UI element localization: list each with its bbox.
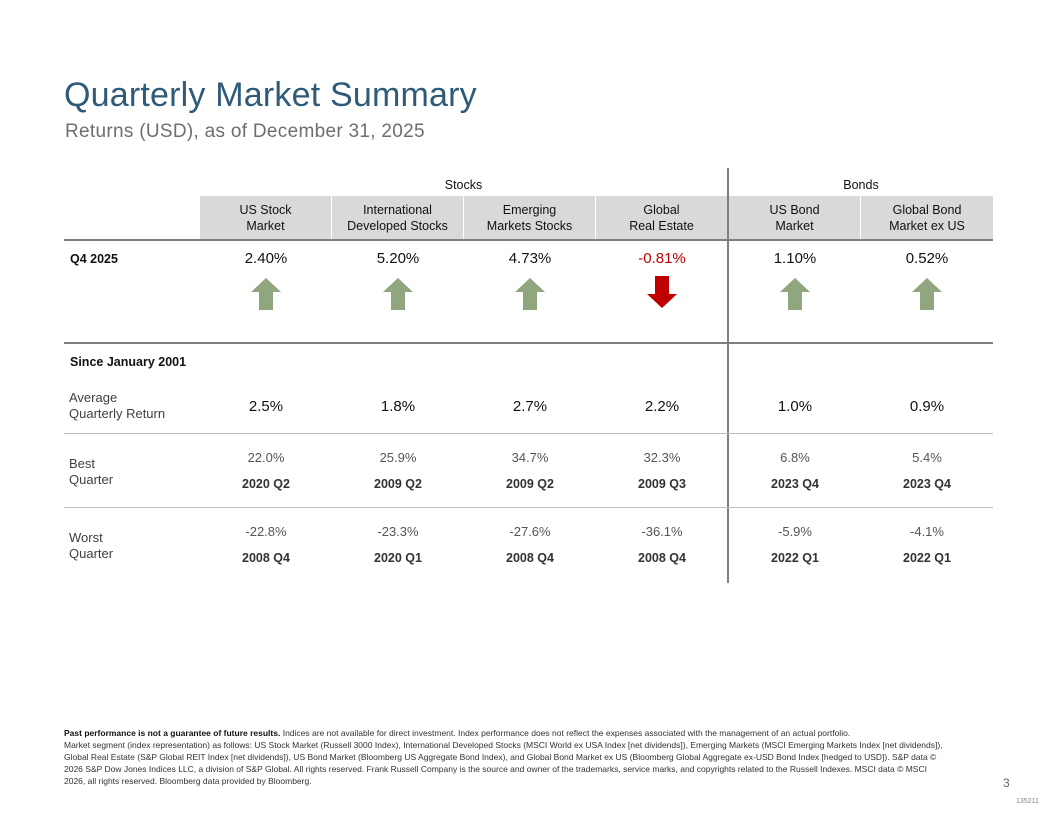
footnote-line2: Market segment (index representation) as… [64, 740, 943, 786]
q4-value: 1.10% [773, 250, 817, 267]
worst-label-line1: Worst [69, 530, 103, 545]
best-quarter: 2020 Q2 [242, 477, 290, 491]
best-value: 32.3% [643, 450, 681, 465]
average-value: 2.5% [248, 398, 284, 415]
section-rule [64, 342, 993, 344]
column-header-line2: Markets Stocks [486, 218, 573, 233]
page-subtitle: Returns (USD), as of December 31, 2025 [65, 121, 425, 142]
q4-value: 2.40% [244, 250, 288, 267]
footnote: Past performance is not a guarantee of f… [64, 727, 944, 787]
best-quarter: 2009 Q3 [638, 477, 686, 491]
average-value: 2.2% [644, 398, 680, 415]
arrow-up-icon [912, 278, 942, 310]
best-quarter: 2009 Q2 [506, 477, 554, 491]
column-header-text: US Stock Market [239, 202, 291, 234]
best-value: 5.4% [912, 450, 942, 465]
header-rule [64, 239, 993, 241]
q4-row-label: Q4 2025 [70, 252, 118, 266]
worst-quarter: 2020 Q1 [374, 551, 422, 565]
worst-quarter: 2022 Q1 [903, 551, 951, 565]
worst-value: -4.1% [910, 524, 944, 539]
arrow-up-icon [251, 278, 281, 310]
footnote-line1: Indices are not available for direct inv… [280, 728, 851, 738]
average-row-label: Average Quarterly Return [69, 390, 165, 422]
footnote-bold: Past performance is not a guarantee of f… [64, 728, 281, 738]
column-header-text: Emerging Markets Stocks [487, 202, 572, 234]
best-quarter: 2023 Q4 [903, 477, 951, 491]
column-header-text: Global Bond Market ex US [889, 202, 965, 234]
column-header-line1: US Bond [769, 202, 820, 217]
since-label: Since January 2001 [70, 355, 187, 369]
best-label-line2: Quarter [69, 472, 114, 487]
column-header-line1: Global [643, 202, 680, 217]
worst-label-line2: Quarter [69, 546, 114, 561]
best-rule [64, 507, 993, 508]
column-header-line1: International [363, 202, 432, 217]
average-label-line1: Average [69, 390, 118, 405]
average-value: 1.0% [777, 398, 813, 415]
arrow-up-icon [515, 278, 545, 310]
average-rule [64, 433, 993, 434]
column-header: US Bond Market [729, 196, 860, 239]
column-header-text: International Developed Stocks [347, 202, 448, 234]
average-value: 1.8% [380, 398, 416, 415]
q4-value: 4.73% [508, 250, 552, 267]
column-header-line1: Global Bond [892, 202, 962, 217]
q4-value: 0.52% [905, 250, 949, 267]
group-header-bonds: Bonds [843, 178, 879, 192]
column-header-line2: Market [775, 218, 814, 233]
column-header: Global Bond Market ex US [861, 196, 993, 239]
arrow-up-icon [780, 278, 810, 310]
page-title: Quarterly Market Summary [64, 76, 477, 114]
worst-quarter: 2008 Q4 [242, 551, 290, 565]
best-quarter: 2009 Q2 [374, 477, 422, 491]
average-value: 2.7% [512, 398, 548, 415]
best-value: 34.7% [511, 450, 549, 465]
column-header-text: Global Real Estate [629, 202, 694, 234]
column-header-line1: Emerging [502, 202, 557, 217]
worst-row-label: Worst Quarter [69, 530, 113, 562]
column-header-line2: Market ex US [889, 218, 965, 233]
best-value: 22.0% [247, 450, 285, 465]
worst-value: -23.3% [377, 524, 419, 539]
column-header-line1: US Stock [239, 202, 292, 217]
worst-quarter: 2008 Q4 [638, 551, 686, 565]
worst-value: -22.8% [245, 524, 287, 539]
best-value: 25.9% [379, 450, 417, 465]
arrow-up-icon [383, 278, 413, 310]
average-label-line2: Quarterly Return [69, 406, 166, 421]
average-value: 0.9% [909, 398, 945, 415]
column-header-line2: Real Estate [629, 218, 694, 233]
worst-quarter: 2008 Q4 [506, 551, 554, 565]
worst-value: -36.1% [641, 524, 683, 539]
worst-value: -5.9% [778, 524, 812, 539]
best-label-line1: Best [69, 456, 96, 471]
worst-value: -27.6% [509, 524, 551, 539]
stocks-bonds-divider [727, 168, 729, 583]
column-header: International Developed Stocks [332, 196, 463, 239]
worst-quarter: 2022 Q1 [771, 551, 819, 565]
page-number: 3 [1003, 776, 1010, 790]
arrow-down-icon [647, 276, 677, 308]
column-header-line2: Developed Stocks [347, 218, 448, 233]
best-row-label: Best Quarter [69, 456, 113, 488]
best-value: 6.8% [780, 450, 810, 465]
column-header-text: US Bond Market [769, 202, 819, 234]
column-header-line2: Market [246, 218, 285, 233]
column-header: Emerging Markets Stocks [464, 196, 595, 239]
column-header: US Stock Market [200, 196, 331, 239]
column-header: Global Real Estate [596, 196, 727, 239]
document-code: 135211 [1016, 798, 1039, 805]
best-quarter: 2023 Q4 [771, 477, 819, 491]
q4-value: -0.81% [638, 250, 686, 267]
group-header-stocks: Stocks [444, 178, 483, 192]
q4-value: 5.20% [376, 250, 420, 267]
